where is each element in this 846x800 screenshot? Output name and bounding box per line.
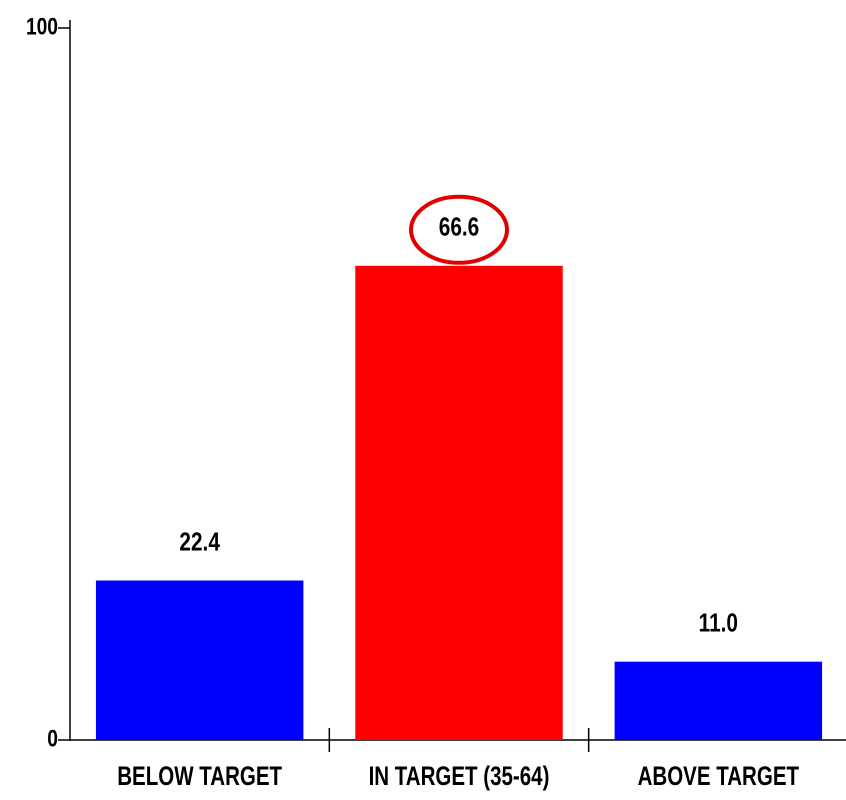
bar (95, 580, 304, 740)
value-label: 66.6 (439, 212, 479, 241)
y-tick-label: 0 (47, 724, 58, 752)
value-label: 11.0 (699, 608, 738, 637)
x-tick-label: BELOW TARGET (117, 761, 282, 791)
x-tick-label: IN TARGET (35-64) (369, 761, 550, 791)
x-tick-label: ABOVE TARGET (638, 761, 800, 791)
bar (355, 265, 563, 740)
bar (614, 661, 823, 740)
value-label: 22.4 (179, 527, 219, 556)
y-tick-label: 100 (26, 12, 58, 40)
highlight-circle (409, 194, 509, 265)
